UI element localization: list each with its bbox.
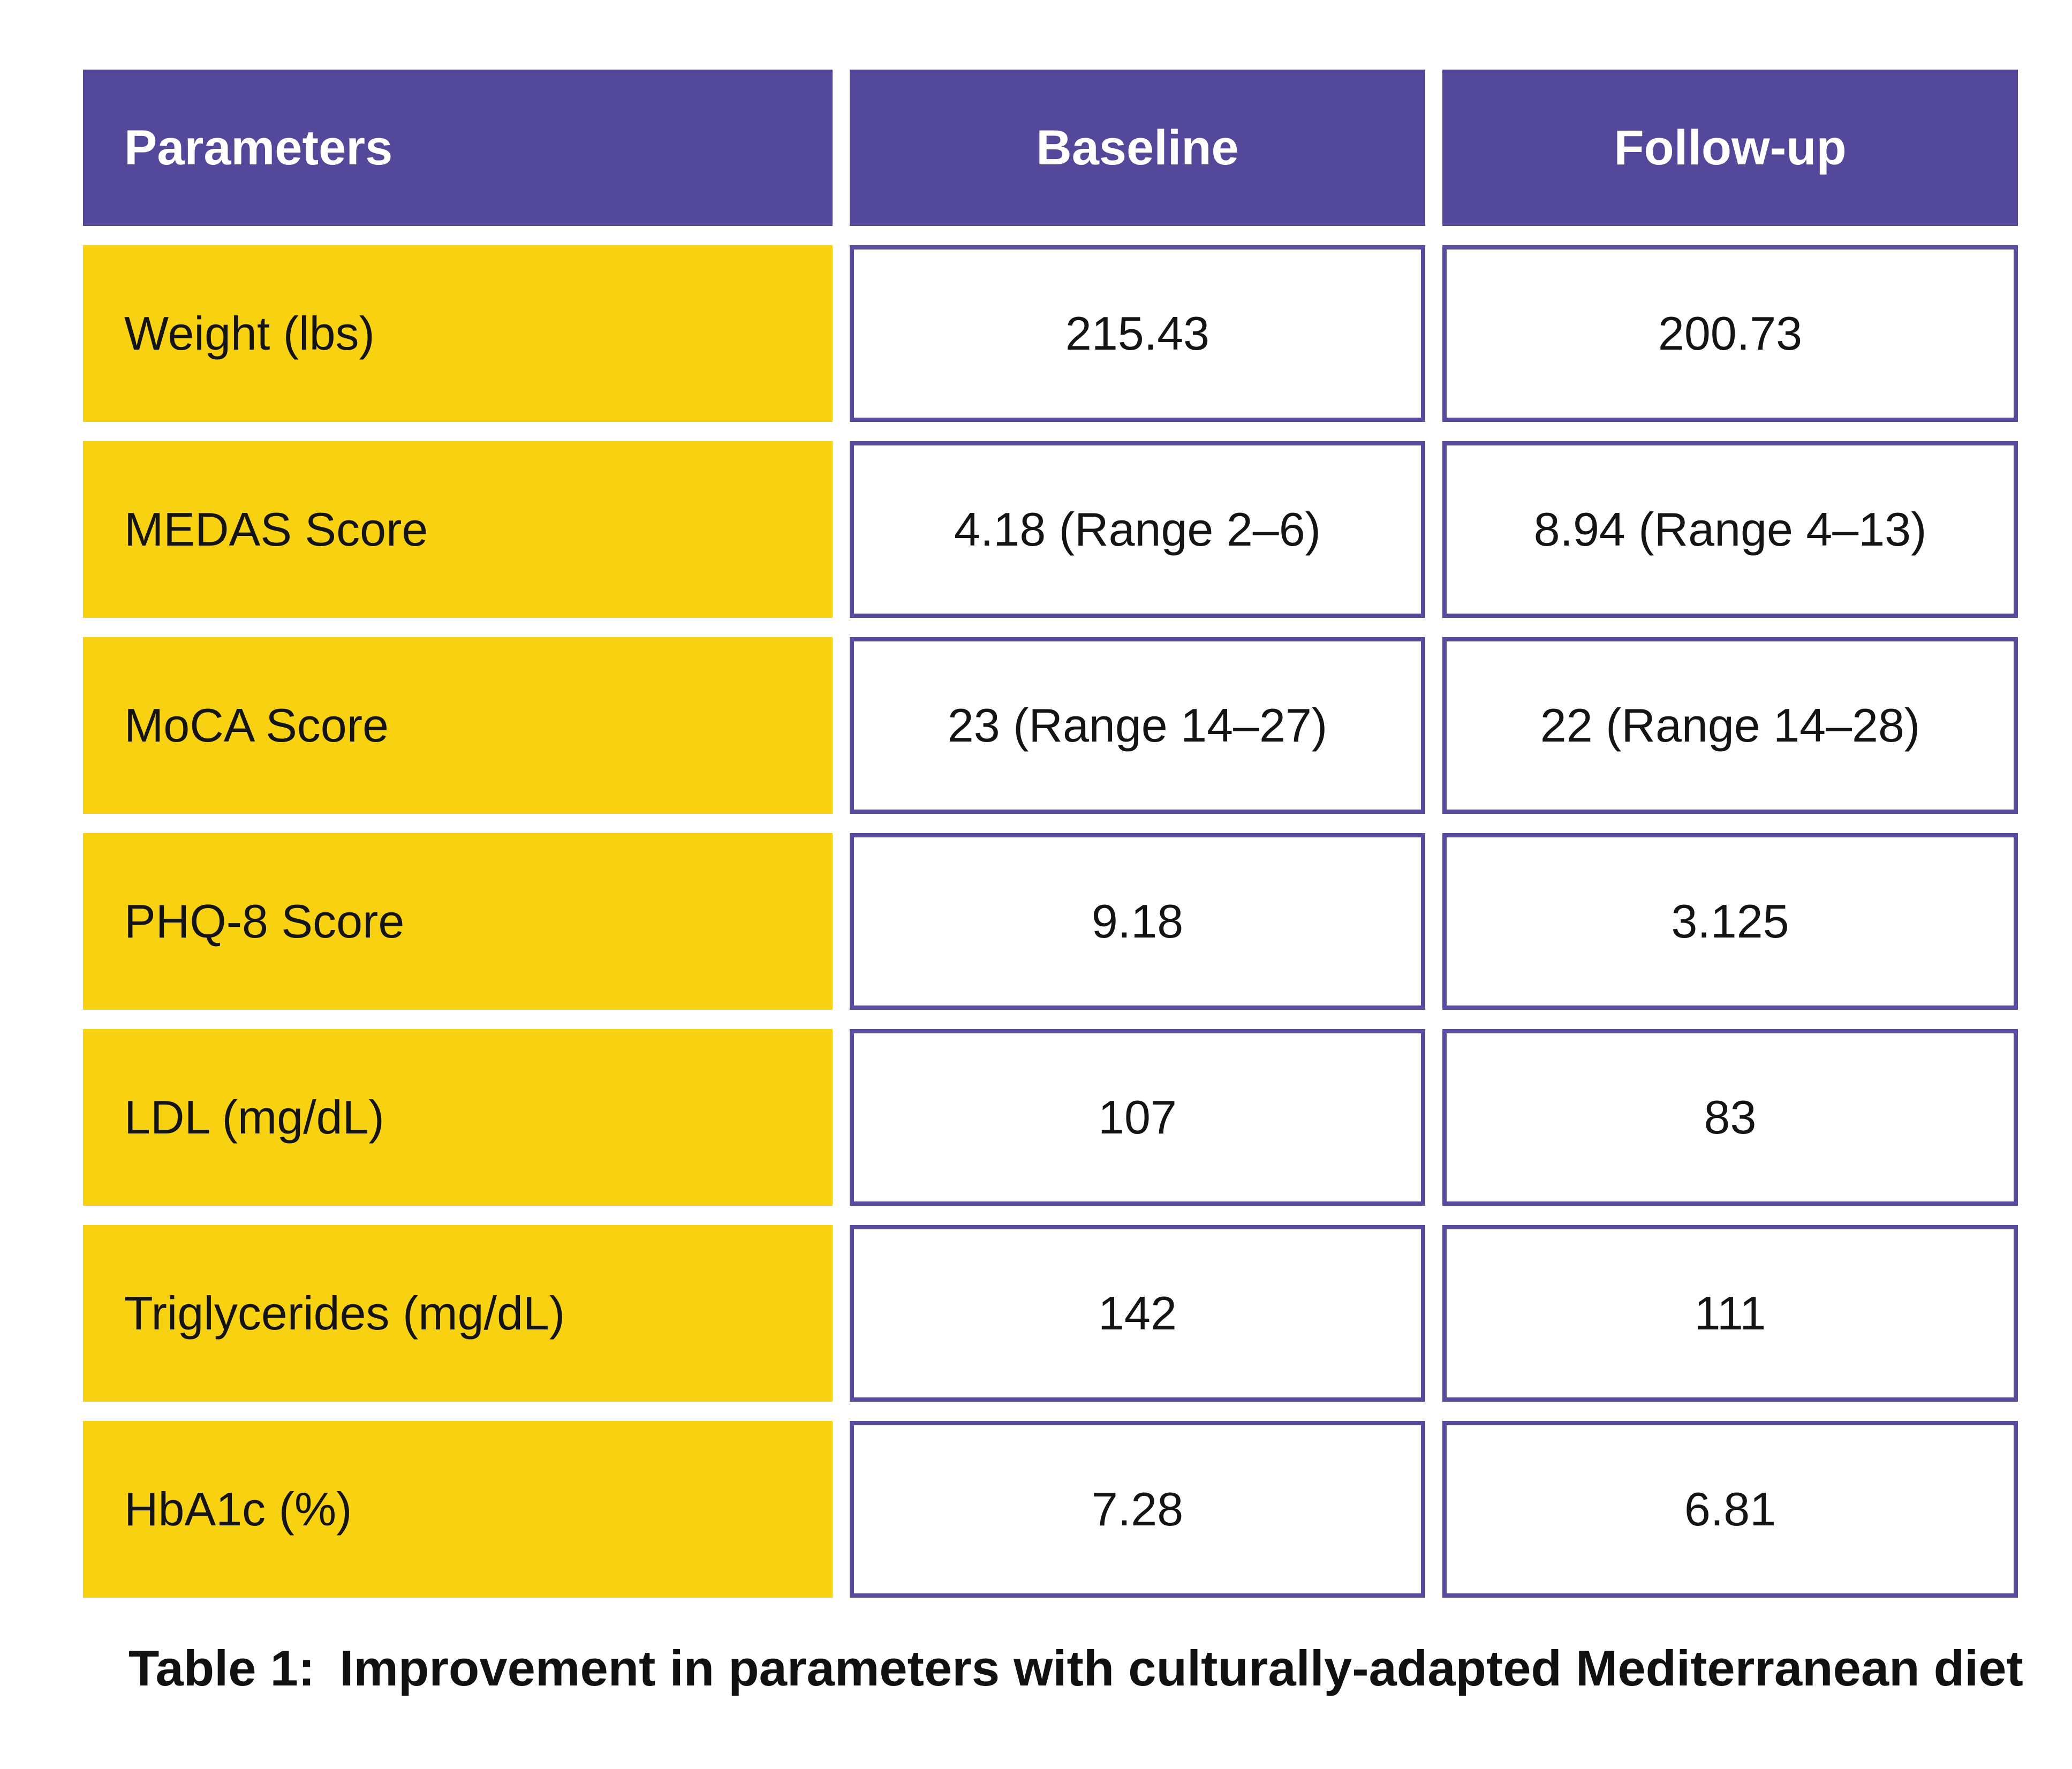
table-caption: Table 1: Improvement in parameters with … [128, 1639, 2023, 1697]
parameters-table: Parameters Baseline Follow-up Weight (lb… [83, 70, 2018, 1598]
row-ldl-followup: 83 [1442, 1029, 2018, 1206]
row-medas-baseline: 4.18 (Range 2–6) [850, 441, 1425, 618]
row-hba1c-baseline: 7.28 [850, 1421, 1425, 1598]
row-weight-followup: 200.73 [1442, 245, 2018, 422]
row-hba1c-label: HbA1c (%) [83, 1421, 833, 1598]
row-phq8-followup: 3.125 [1442, 833, 2018, 1010]
row-moca-followup: 22 (Range 14–28) [1442, 637, 2018, 814]
row-moca-baseline: 23 (Range 14–27) [850, 637, 1425, 814]
column-header-parameters: Parameters [83, 70, 833, 226]
column-header-followup: Follow-up [1442, 70, 2018, 226]
table-grid: Parameters Baseline Follow-up Weight (lb… [83, 70, 2018, 1598]
row-weight-baseline: 215.43 [850, 245, 1425, 422]
row-phq8-label: PHQ-8 Score [83, 833, 833, 1010]
row-triglycerides-baseline: 142 [850, 1225, 1425, 1402]
row-phq8-baseline: 9.18 [850, 833, 1425, 1010]
row-ldl-baseline: 107 [850, 1029, 1425, 1206]
row-triglycerides-followup: 111 [1442, 1225, 2018, 1402]
row-moca-label: MoCA Score [83, 637, 833, 814]
row-weight-label: Weight (lbs) [83, 245, 833, 422]
row-medas-label: MEDAS Score [83, 441, 833, 618]
row-hba1c-followup: 6.81 [1442, 1421, 2018, 1598]
table-caption-label: Table 1: [128, 1640, 315, 1696]
table-caption-text: Improvement in parameters with culturall… [339, 1640, 2023, 1696]
row-ldl-label: LDL (mg/dL) [83, 1029, 833, 1206]
column-header-baseline: Baseline [850, 70, 1425, 226]
row-triglycerides-label: Triglycerides (mg/dL) [83, 1225, 833, 1402]
row-medas-followup: 8.94 (Range 4–13) [1442, 441, 2018, 618]
